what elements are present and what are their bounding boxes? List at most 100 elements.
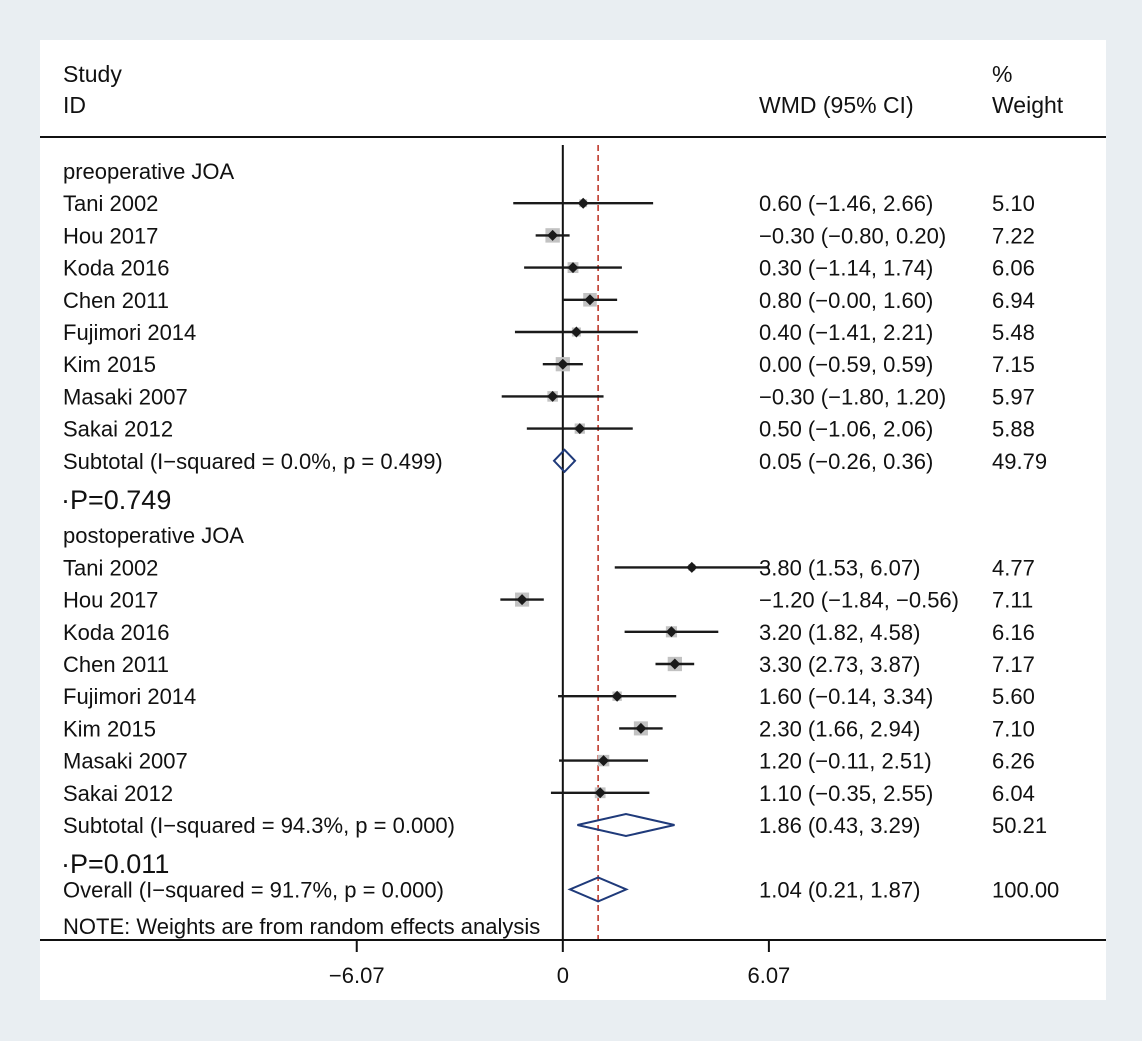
study-label: Kim 2015	[63, 716, 156, 741]
forest-row-study: Chen 2011 3.30 (2.73, 3.87) 7.17	[63, 652, 1035, 677]
study-label: Chen 2011	[63, 652, 169, 677]
forest-row-study: Fujimori 2014 1.60 (−0.14, 3.34) 5.60	[63, 684, 1035, 709]
weight-value: 7.22	[992, 223, 1035, 248]
study-label: Masaki 2007	[63, 749, 188, 774]
x-axis: −6.07 0 6.07	[329, 940, 790, 988]
weight-value: 6.94	[992, 288, 1035, 313]
point-estimate	[570, 326, 582, 338]
point-estimate	[669, 658, 681, 670]
forest-row-study: Kim 2015 0.00 (−0.59, 0.59) 7.15	[63, 352, 1035, 377]
study-label: Koda 2016	[63, 620, 169, 645]
weight-value: 7.11	[992, 588, 1033, 613]
weight-value: 6.26	[992, 749, 1035, 774]
subgroup-heading: postoperative JOA	[63, 523, 244, 548]
study-label: Sakai 2012	[63, 781, 173, 806]
subtotal-label: Subtotal (I−squared = 0.0%, p = 0.499)	[63, 449, 443, 474]
point-estimate	[577, 197, 589, 209]
point-estimate	[574, 423, 586, 435]
effect-ci-value: 0.80 (−0.00, 1.60)	[759, 288, 933, 313]
study-label: Chen 2011	[63, 288, 169, 313]
x-tick-label: −6.07	[329, 963, 385, 988]
effect-ci-value: 0.05 (−0.26, 0.36)	[759, 449, 933, 474]
weight-value: 5.88	[992, 417, 1035, 442]
point-estimate	[594, 787, 606, 799]
weight-value: 7.10	[992, 716, 1035, 741]
effect-ci-value: −0.30 (−1.80, 1.20)	[759, 384, 946, 409]
effect-ci-value: 0.00 (−0.59, 0.59)	[759, 352, 933, 377]
subgroup-p-value: ·P=0.749	[61, 485, 171, 515]
rows-layer: preoperative JOA Tani 2002 0.60 (−1.46, 2.…	[61, 159, 1059, 903]
effect-ci-value: −1.20 (−1.84, −0.56)	[759, 588, 959, 613]
study-label: Tani 2002	[63, 191, 158, 216]
weight-value: 49.79	[992, 449, 1047, 474]
weight-value: 5.10	[992, 191, 1035, 216]
overall-diamond	[567, 876, 629, 903]
forest-row-heading: preoperative JOA	[63, 159, 235, 184]
effect-ci-value: 1.20 (−0.11, 2.51)	[759, 749, 932, 774]
effect-ci-value: −0.30 (−0.80, 0.20)	[759, 223, 946, 248]
study-label: Hou 2017	[63, 223, 158, 248]
forest-plot: Study ID WMD (95% CI) % Weight preoperat…	[40, 61, 1106, 988]
forest-row-study: Hou 2017 −0.30 (−0.80, 0.20) 7.22	[63, 223, 1035, 248]
point-estimate	[686, 561, 698, 573]
x-tick-label: 0	[557, 963, 569, 988]
weight-value: 6.16	[992, 620, 1035, 645]
weight-value: 4.77	[992, 555, 1035, 580]
forest-row-pvalue: ·P=0.749	[61, 485, 171, 515]
effect-ci-value: 1.86 (0.43, 3.29)	[759, 813, 920, 838]
header-study-label: Study	[63, 61, 122, 87]
weight-value: 7.17	[992, 652, 1035, 677]
effect-ci-value: 0.60 (−1.46, 2.66)	[759, 191, 933, 216]
study-label: Sakai 2012	[63, 417, 173, 442]
subtotal-label: Subtotal (I−squared = 94.3%, p = 0.000)	[63, 813, 455, 838]
forest-row-study: Masaki 2007 −0.30 (−1.80, 1.20) 5.97	[63, 384, 1035, 409]
point-estimate	[547, 229, 559, 241]
effect-ci-value: 1.10 (−0.35, 2.55)	[759, 781, 933, 806]
x-tick-label: 6.07	[747, 963, 790, 988]
effect-ci-value: 0.30 (−1.14, 1.74)	[759, 256, 933, 281]
forest-row-subtotal: Subtotal (I−squared = 94.3%, p = 0.000) 1…	[63, 812, 1047, 838]
subgroup-heading: preoperative JOA	[63, 159, 235, 184]
effect-ci-value: 3.30 (2.73, 3.87)	[759, 652, 920, 677]
study-label: Fujimori 2014	[63, 684, 196, 709]
point-estimate	[665, 626, 677, 638]
point-estimate	[611, 690, 623, 702]
weight-value: 5.97	[992, 384, 1035, 409]
forest-row-study: Hou 2017 −1.20 (−1.84, −0.56) 7.11	[63, 588, 1033, 613]
header-id-label: ID	[63, 92, 86, 118]
forest-row-study: Koda 2016 0.30 (−1.14, 1.74) 6.06	[63, 256, 1035, 281]
forest-row-study: Kim 2015 2.30 (1.66, 2.94) 7.10	[63, 716, 1035, 741]
header-weight-label: Weight	[992, 92, 1064, 118]
forest-row-overall: Overall (I−squared = 91.7%, p = 0.000) 1.…	[63, 876, 1059, 903]
point-estimate	[557, 358, 569, 370]
effect-ci-value: 0.40 (−1.41, 2.21)	[759, 320, 933, 345]
subtotal-diamond	[552, 448, 577, 474]
weight-value: 7.15	[992, 352, 1035, 377]
point-estimate	[516, 594, 528, 606]
forest-row-study: Sakai 2012 1.10 (−0.35, 2.55) 6.04	[63, 781, 1035, 806]
study-label: Masaki 2007	[63, 384, 188, 409]
point-estimate	[635, 722, 647, 734]
header-effect-label: WMD (95% CI)	[759, 92, 914, 118]
forest-row-study: Chen 2011 0.80 (−0.00, 1.60) 6.94	[63, 288, 1035, 313]
forest-row-subtotal: Subtotal (I−squared = 0.0%, p = 0.499) 0.…	[63, 448, 1047, 474]
weight-value: 50.21	[992, 813, 1047, 838]
point-estimate	[547, 390, 559, 402]
subtotal-diamond	[577, 812, 675, 838]
effect-ci-value: 3.80 (1.53, 6.07)	[759, 555, 920, 580]
forest-row-heading: postoperative JOA	[63, 523, 244, 548]
study-label: Tani 2002	[63, 555, 158, 580]
forest-row-study: Masaki 2007 1.20 (−0.11, 2.51) 6.26	[63, 749, 1035, 774]
study-label: Fujimori 2014	[63, 320, 196, 345]
header-percent-label: %	[992, 61, 1012, 87]
point-estimate	[598, 755, 610, 767]
forest-row-study: Tani 2002 0.60 (−1.46, 2.66) 5.10	[63, 191, 1035, 216]
forest-row-study: Tani 2002 3.80 (1.53, 6.07) 4.77	[63, 555, 1035, 580]
weight-value: 6.06	[992, 256, 1035, 281]
subgroup-p-value: ·P=0.011	[61, 849, 169, 879]
forest-row-pvalue: ·P=0.011	[61, 849, 169, 879]
study-label: Kim 2015	[63, 352, 156, 377]
forest-row-study: Sakai 2012 0.50 (−1.06, 2.06) 5.88	[63, 417, 1035, 442]
weight-value: 5.60	[992, 684, 1035, 709]
overall-label: Overall (I−squared = 91.7%, p = 0.000)	[63, 877, 444, 902]
